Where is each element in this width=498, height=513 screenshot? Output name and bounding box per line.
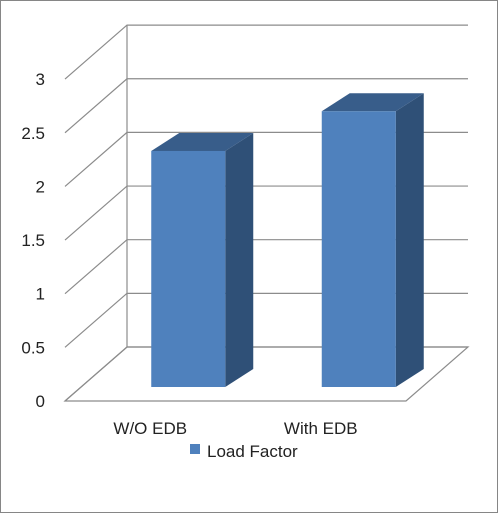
gridline-6 (64, 24, 468, 80)
gridline-5 (64, 78, 468, 134)
bar-top-face (151, 132, 254, 151)
bar-front-face (151, 150, 226, 387)
bar-side-face (395, 93, 424, 387)
bar-0 (151, 132, 254, 387)
chart-floor (63, 346, 470, 402)
legend-swatch (190, 444, 200, 454)
legend: Load Factor (190, 442, 298, 461)
y-tick-label-3: 1.5 (21, 231, 45, 250)
x-axis-category-labels: W/O EDB With EDB (113, 419, 357, 438)
y-axis-tick-labels: 0 0.5 1 1.5 2 2.5 3 (21, 70, 45, 411)
category-label-1: With EDB (284, 419, 358, 438)
y-tick-label-1: 0.5 (21, 338, 45, 357)
category-label-0: W/O EDB (113, 419, 187, 438)
bar-side-face (225, 132, 254, 387)
y-tick-label-6: 3 (36, 70, 45, 89)
bar-front-face (321, 111, 396, 387)
y-tick-label-5: 2.5 (21, 124, 45, 143)
y-tick-label-0: 0 (36, 392, 45, 411)
bars (151, 93, 424, 387)
legend-label: Load Factor (207, 442, 298, 461)
y-tick-label-4: 2 (36, 177, 45, 196)
bar-1 (321, 93, 424, 387)
y-tick-label-2: 1 (36, 285, 45, 304)
bar-top-face (321, 93, 424, 112)
